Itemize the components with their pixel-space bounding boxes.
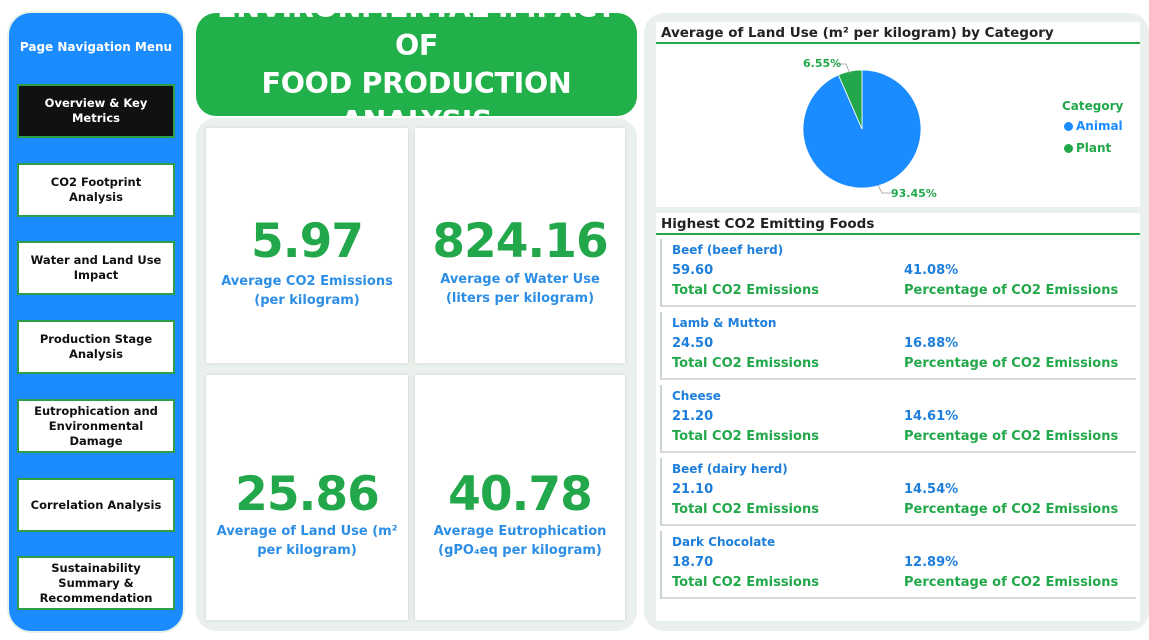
pie-label-plant: 6.55% bbox=[803, 57, 842, 70]
kpi-label-line-1: Average CO2 Emissions bbox=[221, 274, 393, 289]
nav-overview-key-metrics[interactable]: Overview & Key Metrics bbox=[17, 84, 175, 138]
percent-co2-caption: Percentage of CO2 Emissions bbox=[904, 283, 1119, 298]
legend-item-plant[interactable]: Plant bbox=[1064, 141, 1111, 155]
food-name: Beef (beef herd) bbox=[672, 243, 784, 257]
kpi-label-line-2: (gPO₄eq per kilogram) bbox=[438, 543, 602, 558]
food-percent-co2: 41.08% bbox=[904, 263, 959, 278]
kpi-label-line-2: per kilogram) bbox=[257, 543, 357, 558]
kpi-card-eutrophication[interactable]: 40.78 Average Eutrophication (gPO₄eq per… bbox=[415, 375, 625, 620]
total-co2-caption: Total CO2 Emissions bbox=[672, 502, 819, 517]
kpi-value: 824.16 bbox=[432, 214, 608, 269]
legend-dot-icon bbox=[1064, 121, 1073, 131]
food-total-co2: 18.70 bbox=[672, 555, 714, 570]
highest-co2-foods-card: Highest CO2 Emitting Foods Beef (beef he… bbox=[656, 213, 1140, 621]
title-line-1: ENVIRONMENTAL IMPACT OF bbox=[217, 0, 616, 62]
legend-title: Category bbox=[1062, 99, 1124, 113]
nav-eutrophication-environmental-damage[interactable]: Eutrophication and Environmental Damage bbox=[17, 399, 175, 453]
nav-water-land-use-impact[interactable]: Water and Land Use Impact bbox=[17, 241, 175, 295]
pie-leader-line-plant bbox=[834, 63, 851, 75]
total-co2-caption: Total CO2 Emissions bbox=[672, 283, 819, 298]
food-percent-co2: 16.88% bbox=[904, 336, 959, 351]
kpi-card-co2[interactable]: 5.97 Average CO2 Emissions (per kilogram… bbox=[206, 128, 408, 363]
nav-sustainability-summary[interactable]: Sustainability Summary & Recommendation bbox=[17, 556, 175, 610]
food-item-dark-chocolate[interactable]: Dark Chocolate 18.70 12.89% Total CO2 Em… bbox=[660, 531, 1136, 599]
dashboard-title: ENVIRONMENTAL IMPACT OF FOOD PRODUCTION … bbox=[196, 0, 637, 138]
food-total-co2: 59.60 bbox=[672, 263, 714, 278]
food-total-co2: 24.50 bbox=[672, 336, 714, 351]
total-co2-caption: Total CO2 Emissions bbox=[672, 575, 819, 590]
kpi-label-line-1: Average of Land Use (m² bbox=[216, 524, 398, 539]
pie-leader-line-animal bbox=[877, 184, 892, 194]
kpi-label-line-2: (liters per kilogram) bbox=[445, 291, 595, 306]
pie-heading: Average of Land Use (m² per kilogram) by… bbox=[656, 22, 1140, 44]
pie-slice-animal[interactable] bbox=[802, 69, 922, 189]
land-use-pie-chart[interactable] bbox=[656, 22, 1140, 207]
kpi-value: 5.97 bbox=[251, 214, 364, 269]
kpi-label-line-1: Average of Water Use bbox=[440, 272, 600, 287]
percent-co2-caption: Percentage of CO2 Emissions bbox=[904, 429, 1119, 444]
food-item-lamb-mutton[interactable]: Lamb & Mutton 24.50 16.88% Total CO2 Emi… bbox=[660, 312, 1136, 380]
kpi-card-land-use[interactable]: 25.86 Average of Land Use (m² per kilogr… bbox=[206, 375, 408, 620]
food-total-co2: 21.20 bbox=[672, 409, 714, 424]
kpi-label: Average of Land Use (m² per kilogram) bbox=[214, 522, 400, 560]
legend-dot-icon bbox=[1064, 143, 1073, 153]
legend-label: Plant bbox=[1076, 141, 1112, 155]
pie-slice-plant[interactable] bbox=[837, 69, 863, 130]
nav-co2-footprint-analysis[interactable]: CO2 Footprint Analysis bbox=[17, 163, 175, 217]
land-use-pie-card: Average of Land Use (m² per kilogram) by… bbox=[656, 22, 1140, 207]
kpi-card-water[interactable]: 824.16 Average of Water Use (liters per … bbox=[415, 128, 625, 363]
percent-co2-caption: Percentage of CO2 Emissions bbox=[904, 575, 1119, 590]
total-co2-caption: Total CO2 Emissions bbox=[672, 429, 819, 444]
food-item-cheese[interactable]: Cheese 21.20 14.61% Total CO2 Emissions … bbox=[660, 385, 1136, 453]
food-name: Dark Chocolate bbox=[672, 535, 776, 549]
kpi-label-line-2: (per kilogram) bbox=[254, 293, 360, 308]
emitters-heading: Highest CO2 Emitting Foods bbox=[656, 213, 1140, 235]
legend-label: Animal bbox=[1076, 119, 1123, 133]
kpi-value: 25.86 bbox=[235, 467, 380, 522]
total-co2-caption: Total CO2 Emissions bbox=[672, 356, 819, 371]
sidebar-title: Page Navigation Menu bbox=[19, 40, 173, 54]
food-total-co2: 21.10 bbox=[672, 482, 714, 497]
food-item-beef-dairy-herd[interactable]: Beef (dairy herd) 21.10 14.54% Total CO2… bbox=[660, 458, 1136, 526]
food-percent-co2: 14.54% bbox=[904, 482, 959, 497]
food-percent-co2: 12.89% bbox=[904, 555, 959, 570]
pie-label-animal: 93.45% bbox=[891, 187, 937, 200]
food-item-beef-herd[interactable]: Beef (beef herd) 59.60 41.08% Total CO2 … bbox=[660, 239, 1136, 307]
nav-production-stage-analysis[interactable]: Production Stage Analysis bbox=[17, 320, 175, 374]
kpi-label: Average of Water Use (liters per kilogra… bbox=[423, 270, 617, 308]
food-name: Lamb & Mutton bbox=[672, 316, 777, 330]
page-navigation-menu: Page Navigation Menu Overview & Key Metr… bbox=[9, 13, 183, 631]
food-percent-co2: 14.61% bbox=[904, 409, 959, 424]
legend-item-animal[interactable]: Animal bbox=[1064, 119, 1123, 133]
kpi-label: Average Eutrophication (gPO₄eq per kilog… bbox=[423, 522, 617, 560]
kpi-label-line-1: Average Eutrophication bbox=[433, 524, 607, 539]
percent-co2-caption: Percentage of CO2 Emissions bbox=[904, 502, 1119, 517]
kpi-label: Average CO2 Emissions (per kilogram) bbox=[214, 272, 400, 310]
food-name: Cheese bbox=[672, 389, 721, 403]
nav-correlation-analysis[interactable]: Correlation Analysis bbox=[17, 478, 175, 532]
percent-co2-caption: Percentage of CO2 Emissions bbox=[904, 356, 1119, 371]
food-name: Beef (dairy herd) bbox=[672, 462, 788, 476]
kpi-value: 40.78 bbox=[448, 467, 593, 522]
